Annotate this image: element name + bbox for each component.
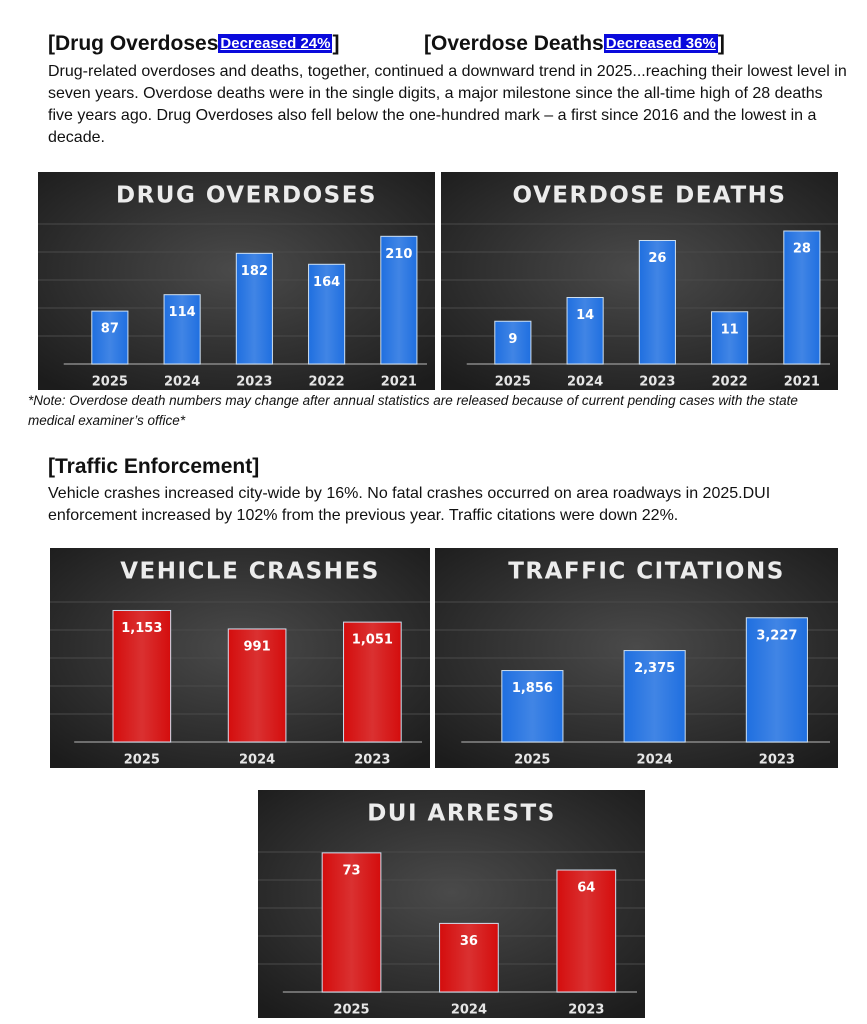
category-label: 2025	[495, 375, 531, 390]
chart: DUI ARRESTS 73 2025 36 2024 64 2023	[258, 790, 645, 1018]
note: *Note: Overdose death numbers may change…	[28, 393, 798, 428]
chart: TRAFFIC CITATIONS 1,856 2025 2,375 2024 3,227…	[435, 548, 838, 768]
category-label: 2023	[236, 375, 272, 390]
bar	[711, 311, 749, 365]
category-label: 2023	[568, 1003, 604, 1018]
value-label: 1,051	[352, 633, 393, 648]
bar	[556, 869, 617, 993]
bar	[745, 617, 808, 743]
category-label: 2025	[92, 375, 128, 390]
value-label: 182	[241, 264, 268, 279]
chart: VEHICLE CRASHES 1,153 2025 991 2024 1,051 2023	[50, 548, 430, 768]
category-label: 2024	[239, 753, 275, 768]
badge: Decreased 24%	[218, 34, 333, 53]
heading-text: ]	[717, 32, 725, 55]
badge: Decreased 36%	[603, 34, 718, 53]
bar	[439, 922, 499, 993]
category-label: 2024	[164, 375, 200, 390]
bar	[227, 628, 287, 743]
category-label: 2024	[451, 1003, 487, 1018]
value-label: 9	[508, 332, 517, 347]
category-label: 2025	[124, 753, 160, 768]
category-label: 2022	[712, 375, 748, 390]
category-label: 2023	[759, 753, 795, 768]
chart: DRUG OVERDOSES 87 2025 114 2024 182 2023 164 202…	[38, 172, 435, 390]
category-label: 2022	[309, 375, 345, 390]
value-label: 87	[101, 322, 119, 337]
chart-title: OVERDOSE DEATHS	[513, 183, 787, 209]
section-text: Vehicle crashes increased city-wide by 1…	[48, 485, 771, 524]
heading: [Overdose Deaths Decreased 36%]	[424, 32, 725, 56]
heading: [Drug Overdoses Decreased 24%]	[48, 32, 339, 56]
bar	[623, 650, 686, 743]
category-label: 2021	[381, 375, 417, 390]
bar	[501, 670, 564, 743]
chart-title: DUI ARRESTS	[367, 801, 556, 827]
value-label: 11	[721, 322, 739, 337]
category-label: 2025	[333, 1003, 369, 1018]
value-label: 28	[793, 242, 811, 257]
category-label: 2024	[567, 375, 603, 390]
heading-text: ]	[332, 32, 340, 55]
bar	[380, 235, 418, 365]
value-label: 1,153	[121, 621, 162, 636]
category-label: 2021	[784, 375, 820, 390]
value-label: 36	[460, 934, 478, 949]
value-label: 991	[244, 639, 271, 654]
bar	[163, 294, 201, 365]
bar	[91, 310, 129, 365]
chart-title: TRAFFIC CITATIONS	[508, 559, 785, 585]
category-label: 2023	[354, 753, 390, 768]
bar	[783, 230, 821, 365]
bar	[494, 320, 532, 365]
value-label: 164	[313, 275, 340, 290]
value-label: 73	[342, 863, 360, 878]
heading: [Traffic Enforcement]	[48, 455, 260, 478]
bar	[112, 609, 172, 743]
value-label: 64	[577, 881, 595, 896]
value-label: 14	[576, 308, 594, 323]
bar	[638, 240, 676, 365]
bar	[308, 263, 346, 365]
category-label: 2023	[639, 375, 675, 390]
chart-title: DRUG OVERDOSES	[116, 183, 377, 209]
value-label: 210	[385, 247, 412, 262]
value-label: 114	[169, 305, 196, 320]
value-label: 26	[648, 251, 666, 266]
bar	[235, 252, 273, 365]
chart-title: VEHICLE CRASHES	[120, 559, 380, 585]
heading-text: [Overdose Deaths	[424, 32, 604, 55]
category-label: 2025	[514, 753, 550, 768]
value-label: 3,227	[756, 628, 797, 643]
bar	[343, 621, 402, 743]
value-label: 1,856	[512, 681, 553, 696]
value-label: 2,375	[634, 661, 675, 676]
bar	[321, 852, 382, 993]
bar	[566, 297, 604, 365]
heading-text: [Drug Overdoses	[48, 32, 219, 55]
chart: OVERDOSE DEATHS 9 2025 14 2024 26 2023 11 2022 28…	[441, 172, 838, 390]
category-label: 2024	[637, 753, 673, 768]
intro: Drug-related overdoses and deaths, toget…	[48, 63, 847, 146]
